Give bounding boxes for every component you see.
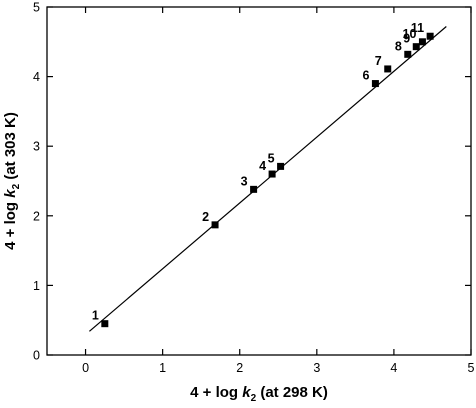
data-point-label: 9 xyxy=(403,32,410,46)
y-tick-label: 1 xyxy=(33,279,40,293)
y-tick-label: 4 xyxy=(33,70,40,84)
x-axis-title-suffix: (at 298 K) xyxy=(256,384,328,401)
data-point-label: 3 xyxy=(241,174,248,188)
plot-frame xyxy=(46,6,472,356)
x-axis-title-sub: 2 xyxy=(251,393,257,404)
fit-line-group xyxy=(89,26,447,332)
x-tick-label: 5 xyxy=(468,361,475,375)
data-point xyxy=(384,65,392,73)
x-axis-title-prefix: 4 + log xyxy=(190,384,242,401)
axes xyxy=(46,6,472,356)
data-point xyxy=(426,32,434,40)
x-tick-label: 2 xyxy=(236,361,243,375)
data-point xyxy=(211,221,219,229)
data-point xyxy=(277,162,285,170)
y-axis-title: 4 + log k2 (at 303 K) xyxy=(2,112,22,250)
data-point-label: 6 xyxy=(362,69,369,83)
y-axis-title-var: k xyxy=(2,189,19,198)
data-point-label: 7 xyxy=(375,54,382,68)
data-point-label: 10 xyxy=(403,27,417,41)
y-axis-title-suffix: (at 303 K) xyxy=(2,112,19,184)
data-point-label: 5 xyxy=(268,151,275,165)
regression-line xyxy=(89,26,447,332)
data-point-label: 8 xyxy=(395,39,402,53)
x-tick-label: 4 xyxy=(390,361,397,375)
x-axis-title-var: k xyxy=(242,384,251,401)
data-point xyxy=(250,185,258,193)
y-axis-title-prefix: 4 + log xyxy=(2,198,19,250)
y-tick-label: 0 xyxy=(33,349,40,363)
data-point xyxy=(371,80,379,88)
y-tick-label: 5 xyxy=(33,1,40,15)
y-axis-title-sub: 2 xyxy=(11,183,22,189)
x-tick-label: 1 xyxy=(159,361,166,375)
x-axis-title: 4 + log k2 (at 298 K) xyxy=(190,384,328,404)
x-tick-label: 3 xyxy=(313,361,320,375)
data-point xyxy=(268,170,276,178)
data-point-label: 4 xyxy=(259,159,266,173)
data-point xyxy=(101,320,109,328)
x-tick-label: 0 xyxy=(82,361,89,375)
data-point-label: 11 xyxy=(411,21,424,35)
y-tick-label: 3 xyxy=(33,140,40,154)
data-point xyxy=(404,50,412,58)
data-point-label: 2 xyxy=(202,210,209,224)
data-point xyxy=(412,43,420,51)
data-point xyxy=(418,38,426,46)
data-point-label: 1 xyxy=(92,309,99,323)
y-tick-label: 2 xyxy=(33,209,40,223)
